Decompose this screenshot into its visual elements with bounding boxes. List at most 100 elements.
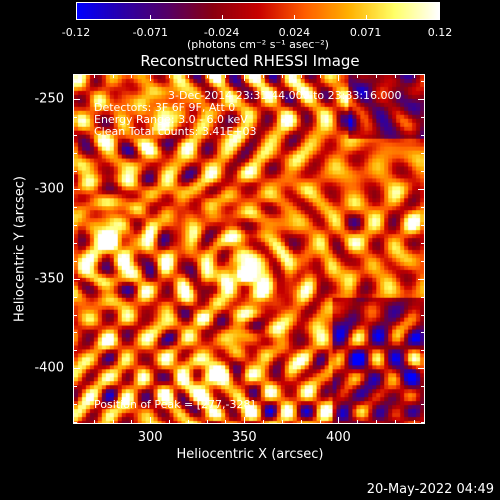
y-tick-label: -250 [34,91,64,107]
y-minor-tick [421,386,425,388]
y-tick-label: -400 [34,360,64,376]
y-minor-tick [73,314,77,316]
x-minor-tick [281,420,283,424]
x-minor-tick [413,420,415,424]
colorbar [76,2,440,20]
x-major-tick [338,74,340,81]
y-minor-tick [421,135,425,137]
y-minor-tick [73,81,77,83]
x-tick-label: 400 [325,430,351,445]
x-minor-tick [131,74,133,78]
colorbar-tick [365,15,367,20]
y-minor-tick [73,404,77,406]
y-minor-tick [421,404,425,406]
y-minor-tick [73,296,77,298]
y-minor-tick [73,224,77,226]
y-minor-tick [73,117,77,119]
x-minor-tick [300,74,302,78]
info-peak-position: Position of Peak = [277,-328] [94,398,255,411]
x-minor-tick [300,420,302,424]
x-major-tick [244,74,246,81]
x-minor-tick [93,420,95,424]
y-minor-tick [73,170,77,172]
x-minor-tick [131,420,133,424]
y-minor-tick [73,242,77,244]
info-energy-range: Energy Range: 3.0 - 6.0 keV [94,113,248,126]
y-axis-label: Heliocentric Y (arcsec) [12,176,28,322]
colorbar-tick [76,15,77,20]
y-minor-tick [73,350,77,352]
colorbar-gradient [77,3,439,19]
x-minor-tick [225,420,227,424]
x-minor-tick [206,74,208,78]
colorbar-tick-label: 0.024 [278,26,311,39]
y-minor-tick [73,386,77,388]
colorbar-tick [150,15,152,20]
x-minor-tick [319,420,321,424]
y-tick-label: -350 [34,271,64,287]
x-minor-tick [187,420,189,424]
y-minor-tick [73,206,77,208]
y-minor-tick [421,350,425,352]
y-major-tick [418,99,425,101]
x-minor-tick [394,74,396,78]
y-major-tick [73,368,80,370]
y-major-tick [418,188,425,190]
x-minor-tick [112,74,114,78]
y-minor-tick [73,260,77,262]
x-minor-tick [263,420,265,424]
y-minor-tick [73,332,77,334]
x-axis-label: Heliocentric X (arcsec) [176,447,324,462]
y-minor-tick [73,135,77,137]
colorbar-tick [439,15,440,20]
info-time-range: 3-Dec-2014 23:31:44.000 to 23:33:16.000 [168,89,402,102]
y-major-tick [418,368,425,370]
x-tick-label: 300 [137,430,163,445]
x-tick-label: 350 [231,430,257,445]
footer-date: 20-May-2022 04:49 [366,482,494,497]
plot-area: 3-Dec-2014 23:31:44.000 to 23:33:16.000 … [73,74,425,424]
x-minor-tick [413,74,415,78]
y-minor-tick [73,152,77,154]
x-minor-tick [112,420,114,424]
y-minor-tick [421,422,425,424]
y-major-tick [73,278,80,280]
y-minor-tick [421,170,425,172]
colorbar-tick-label: -0.12 [61,26,91,39]
x-minor-tick [357,420,359,424]
y-major-tick [73,99,80,101]
x-minor-tick [376,420,378,424]
y-minor-tick [421,152,425,154]
heatmap-image [74,75,424,423]
y-minor-tick [421,81,425,83]
colorbar-units: (photons cm⁻² s⁻¹ asec⁻²) [187,38,329,51]
x-major-tick [150,74,152,81]
info-detectors: Detectors: 3F 6F 9F, Att 0 [94,101,236,114]
x-minor-tick [187,74,189,78]
x-minor-tick [169,420,170,424]
colorbar-tick-label: 0.071 [349,26,382,39]
x-minor-tick [376,74,378,78]
y-minor-tick [421,332,425,334]
info-total-counts: Clean Total counts: 3.41E+03 [94,125,257,138]
colorbar-tick-label: 0.12 [427,26,453,39]
x-minor-tick [394,420,396,424]
chart-title: Reconstructed RHESSI Image [140,52,360,70]
x-minor-tick [263,74,265,78]
colorbar-tick-label: -0.024 [203,26,240,39]
y-minor-tick [73,422,77,424]
x-major-tick [150,417,152,424]
x-minor-tick [206,420,208,424]
y-tick-label: -300 [34,181,64,197]
colorbar-tick-label: -0.071 [132,26,169,39]
x-minor-tick [357,74,359,78]
y-minor-tick [421,206,425,208]
colorbar-tick [294,15,296,20]
y-minor-tick [421,224,425,226]
x-minor-tick [225,74,227,78]
x-minor-tick [319,74,321,78]
x-minor-tick [281,74,283,78]
y-minor-tick [421,117,425,119]
x-minor-tick [169,74,170,78]
